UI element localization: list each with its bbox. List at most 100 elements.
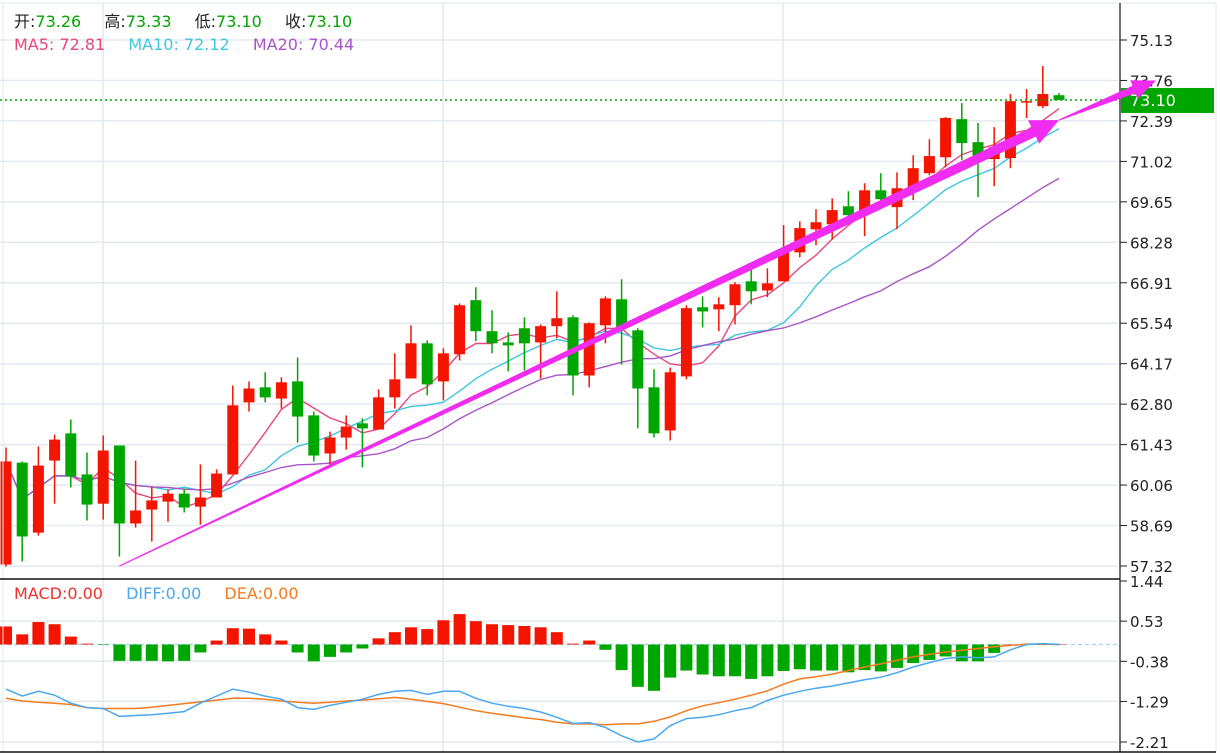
ma5-readout: MA5: 72.81 xyxy=(14,35,106,54)
candle-body xyxy=(81,474,93,505)
candle xyxy=(583,322,595,388)
price-tick-label: 66.91 xyxy=(1130,275,1173,293)
macd-bar xyxy=(729,644,741,677)
macd-tick-label: -2.21 xyxy=(1130,734,1169,752)
candle-body xyxy=(680,308,692,377)
candle-body xyxy=(178,493,190,508)
macd-bar xyxy=(275,640,288,645)
macd-legend: MACD:0.00 DIFF:0.00 DEA:0.00 xyxy=(14,584,317,603)
macd-bar xyxy=(664,644,677,678)
candle-body xyxy=(437,353,449,382)
macd-bar xyxy=(64,636,77,645)
macd-bar xyxy=(680,644,693,671)
price-tick-label: 61.43 xyxy=(1130,437,1173,455)
open-readout: 开:73.26 xyxy=(14,12,82,31)
candle-body xyxy=(551,318,563,327)
candle-body xyxy=(535,326,547,343)
dea-readout: DEA:0.00 xyxy=(224,584,299,603)
candle xyxy=(259,372,271,403)
price-tick-label: 72.39 xyxy=(1130,113,1173,131)
high-readout: 高:73.33 xyxy=(104,12,172,31)
candle xyxy=(454,303,466,361)
macd-bar xyxy=(356,644,369,649)
macd-bar xyxy=(502,625,515,645)
candle-body xyxy=(421,343,433,385)
macd-bar xyxy=(891,644,903,668)
macd-panel xyxy=(0,614,1118,743)
candle xyxy=(194,464,206,525)
candle xyxy=(842,191,854,221)
candle-body xyxy=(97,450,109,504)
grid xyxy=(0,3,1118,752)
price-tick-label: 69.65 xyxy=(1130,194,1173,212)
candle xyxy=(275,377,287,409)
candle xyxy=(340,415,352,450)
macd-bar xyxy=(615,644,628,671)
candle-body xyxy=(745,281,757,292)
macd-bar xyxy=(81,643,93,645)
candle xyxy=(81,452,93,521)
candle-body xyxy=(923,156,935,174)
candle-body xyxy=(146,500,158,510)
candle xyxy=(324,431,336,468)
diff-readout: DIFF:0.00 xyxy=(126,584,202,603)
ma10-line xyxy=(5,128,1060,501)
ma5-line xyxy=(5,108,1060,508)
candle xyxy=(470,287,482,342)
candle-body xyxy=(1021,101,1033,103)
current-price-marker: 73.10 xyxy=(0,87,1214,113)
candle xyxy=(1021,89,1033,118)
candle-body xyxy=(292,381,304,417)
macd-bar xyxy=(745,644,758,679)
candle-body xyxy=(340,426,352,438)
candle xyxy=(389,353,401,409)
candle-body xyxy=(356,423,368,429)
candle xyxy=(518,317,530,371)
candle-body xyxy=(842,206,854,216)
candle xyxy=(113,445,125,557)
candle-body xyxy=(49,439,61,461)
macd-bar xyxy=(826,644,839,671)
macd-bar xyxy=(858,644,871,671)
price-tick-label: 68.28 xyxy=(1130,234,1173,252)
candle-body xyxy=(940,117,952,158)
macd-bar xyxy=(32,622,45,645)
candle xyxy=(551,291,563,339)
macd-bar xyxy=(129,644,142,661)
macd-bar xyxy=(145,644,158,661)
candles xyxy=(0,65,1065,567)
candle xyxy=(49,434,61,504)
candle-body xyxy=(956,119,968,144)
candle xyxy=(956,103,968,161)
candle xyxy=(421,340,433,396)
candle-body xyxy=(227,405,239,475)
macd-bar xyxy=(194,644,207,653)
candle-body xyxy=(65,433,77,477)
macd-bar xyxy=(340,644,353,653)
candle xyxy=(940,117,952,168)
candle-body xyxy=(211,473,223,498)
candle-body xyxy=(454,305,466,355)
candle xyxy=(356,418,368,468)
candle xyxy=(373,389,385,430)
macd-tick-label: -0.38 xyxy=(1130,653,1169,671)
macd-bar xyxy=(405,627,417,645)
candle xyxy=(405,325,417,379)
candle-body xyxy=(826,210,838,225)
candle-body xyxy=(470,300,482,332)
price-tick-label: 62.80 xyxy=(1130,396,1173,414)
candle-body xyxy=(616,299,628,328)
candle xyxy=(437,348,449,401)
candle xyxy=(308,411,320,462)
candle-body xyxy=(810,222,822,230)
candle xyxy=(713,297,725,332)
candle xyxy=(130,460,142,528)
candle xyxy=(97,435,109,520)
candle xyxy=(875,173,887,206)
candle xyxy=(1004,94,1016,169)
candle xyxy=(761,268,773,298)
macd-bar xyxy=(291,644,304,653)
trend-arrow xyxy=(1058,80,1157,121)
macd-tick-label: -1.29 xyxy=(1130,693,1169,711)
